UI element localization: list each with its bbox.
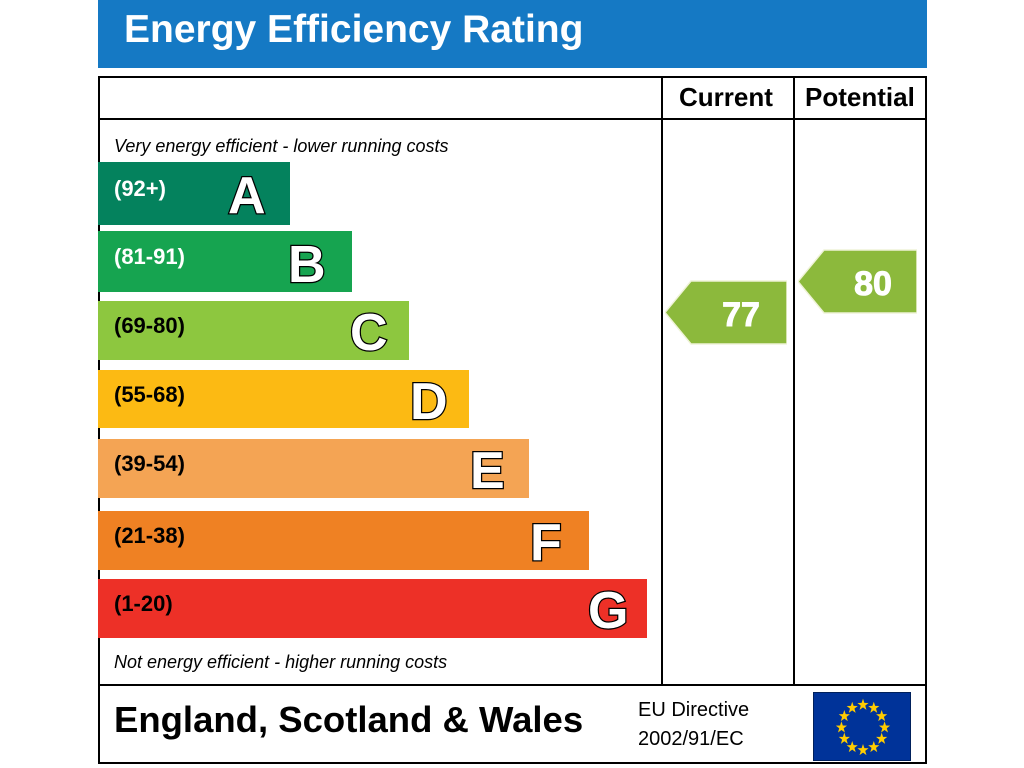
svg-text:77: 77 [722, 296, 760, 334]
svg-text:80: 80 [854, 265, 892, 303]
